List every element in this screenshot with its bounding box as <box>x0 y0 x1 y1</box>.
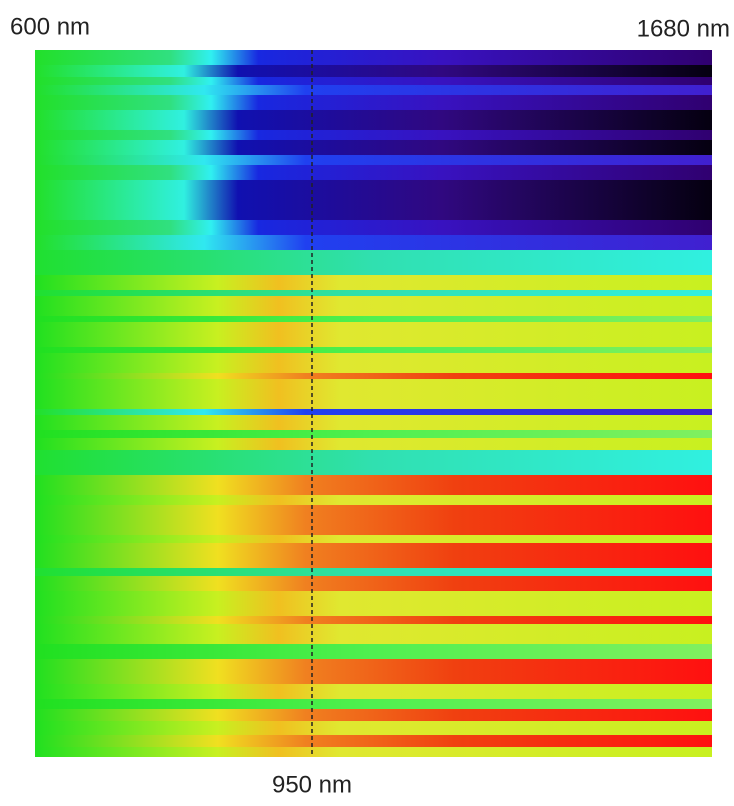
heat-row <box>35 409 712 415</box>
right-label: 1680 nm <box>637 15 730 42</box>
heat-row <box>35 140 712 155</box>
heat-row <box>35 591 712 616</box>
heat-row <box>35 110 712 130</box>
page: 600 nm 1680 nm 950 nm (() => { const dat… <box>0 0 734 806</box>
heat-row <box>35 192 712 220</box>
heat-row <box>35 77 712 85</box>
heat-row <box>35 322 712 347</box>
heat-row <box>35 450 712 475</box>
left-label: 600 nm <box>10 13 90 40</box>
heat-row <box>35 290 712 296</box>
heat-row <box>35 379 712 409</box>
heat-row <box>35 373 712 379</box>
heat-row <box>35 438 712 450</box>
heat-row <box>35 535 712 543</box>
heat-row <box>35 747 712 757</box>
heat-row <box>35 347 712 353</box>
heat-row <box>35 316 712 322</box>
heat-row <box>35 275 712 290</box>
heat-row <box>35 576 712 591</box>
heat-row <box>35 505 712 535</box>
heat-row <box>35 475 712 495</box>
heat-row <box>35 353 712 373</box>
heat-row <box>35 415 712 430</box>
heat-row <box>35 430 712 438</box>
marker-label: 950 nm <box>272 771 352 798</box>
heat-row <box>35 180 712 192</box>
heat-row <box>35 644 712 659</box>
heat-row <box>35 130 712 140</box>
heat-row <box>35 616 712 624</box>
heat-row <box>35 155 712 165</box>
heat-row <box>35 85 712 95</box>
heat-row <box>35 50 712 65</box>
spectrum-figure: 600 nm 1680 nm 950 nm <box>0 0 734 806</box>
heat-row <box>35 250 712 275</box>
heat-row <box>35 709 712 721</box>
heat-row <box>35 721 712 735</box>
heat-row <box>35 684 712 699</box>
heatmap <box>35 50 712 757</box>
heat-row <box>35 165 712 180</box>
heat-row <box>35 699 712 709</box>
heat-row <box>35 568 712 576</box>
heat-row <box>35 543 712 568</box>
heat-row <box>35 495 712 505</box>
heat-row <box>35 65 712 77</box>
heat-row <box>35 95 712 110</box>
heat-row <box>35 624 712 644</box>
heat-row <box>35 735 712 747</box>
heat-row <box>35 220 712 235</box>
heat-row <box>35 296 712 316</box>
heat-row <box>35 235 712 250</box>
heat-row <box>35 659 712 684</box>
